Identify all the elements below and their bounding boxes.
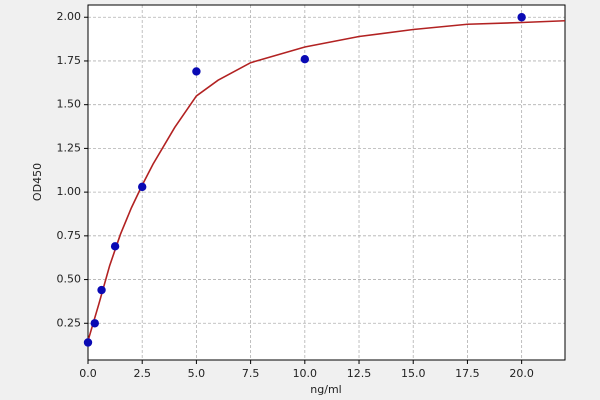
data-point (517, 13, 526, 22)
x-tick-label: 10.0 (293, 367, 318, 380)
data-point (110, 242, 120, 251)
x-tick-label: 7.5 (242, 367, 260, 380)
plot-area (88, 5, 565, 360)
x-tick-label: 15.0 (401, 367, 426, 380)
y-tick-label: 1.25 (57, 141, 82, 154)
data-point (90, 319, 99, 328)
y-tick-label: 0.25 (57, 316, 82, 329)
y-tick-label: 2.00 (57, 10, 82, 23)
data-point (138, 182, 147, 192)
plot-frame (87, 4, 566, 361)
data-point (97, 285, 106, 295)
data-point (300, 55, 310, 64)
x-tick-label: 20.0 (509, 367, 534, 380)
y-axis-label: OD450 (31, 163, 44, 201)
data-point (83, 338, 93, 347)
y-tick-label: 1.50 (57, 98, 82, 111)
x-tick-label: 17.5 (455, 367, 480, 380)
x-tick-label: 2.5 (133, 367, 151, 380)
y-tick-label: 0.50 (57, 273, 82, 286)
x-tick-label: 0.0 (79, 367, 97, 380)
x-tick-label: 5.0 (188, 367, 206, 380)
y-tick-label: 1.00 (57, 185, 82, 198)
y-tick-label: 1.75 (57, 54, 82, 67)
y-tick-label: 0.75 (57, 229, 82, 242)
x-tick-label: 12.5 (347, 367, 372, 380)
x-axis-label: ng/ml (310, 383, 341, 396)
data-point (192, 67, 201, 76)
